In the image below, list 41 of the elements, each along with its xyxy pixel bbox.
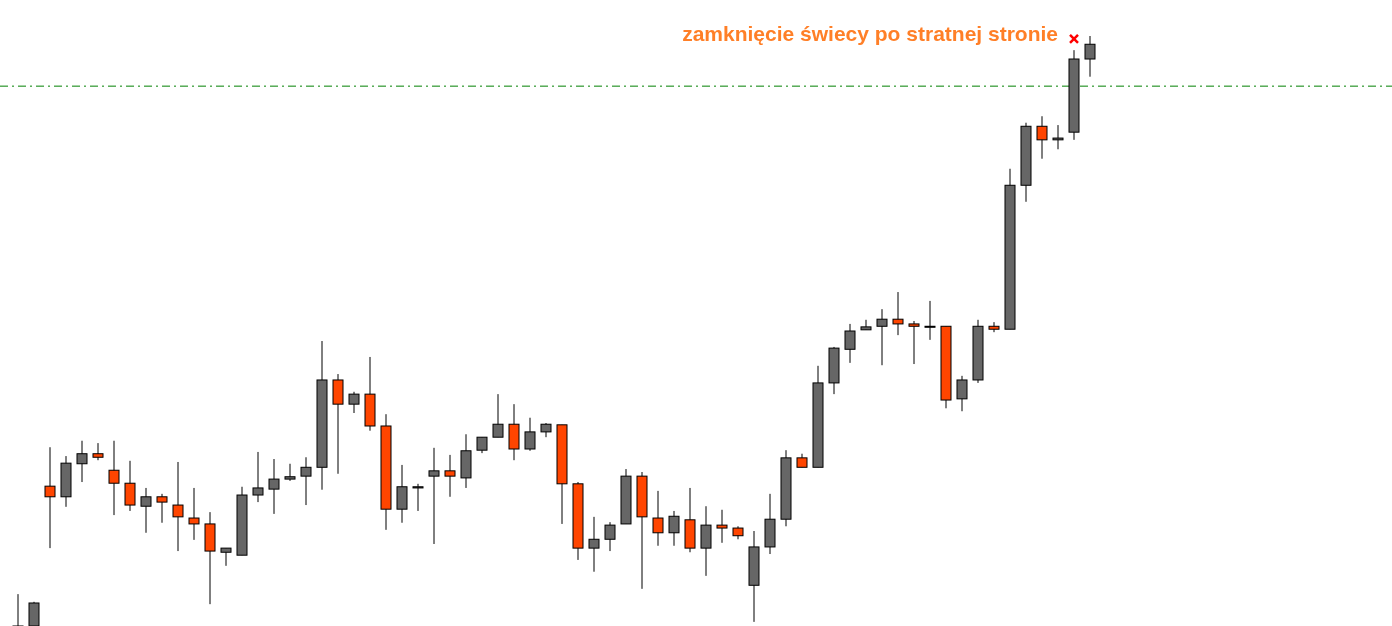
candlestick bbox=[588, 516, 600, 573]
candlestick bbox=[188, 487, 200, 541]
candlestick bbox=[668, 510, 680, 547]
candlestick bbox=[492, 393, 504, 438]
candlestick bbox=[124, 460, 136, 512]
candlestick bbox=[252, 451, 264, 503]
annotation: zamknięcie świecy po stratnej stronie bbox=[682, 22, 1058, 46]
candlestick bbox=[12, 593, 24, 626]
candlestick bbox=[700, 505, 712, 577]
candlestick bbox=[844, 323, 856, 364]
candlestick bbox=[220, 547, 232, 567]
candlestick bbox=[412, 483, 424, 512]
candlestick bbox=[892, 291, 904, 336]
candlestick bbox=[652, 490, 664, 547]
candlestick bbox=[716, 509, 728, 544]
candlestick bbox=[876, 308, 888, 366]
candlestick bbox=[396, 464, 408, 524]
candlestick bbox=[860, 319, 872, 331]
candlestick bbox=[108, 440, 120, 516]
candlestick bbox=[156, 493, 168, 524]
candlestick bbox=[348, 391, 360, 414]
candlestick bbox=[988, 321, 1000, 333]
candlestick bbox=[76, 440, 88, 483]
candlestick bbox=[140, 487, 152, 534]
candlestick bbox=[28, 601, 40, 626]
candlestick bbox=[444, 454, 456, 498]
candlestick bbox=[268, 458, 280, 515]
candlestick bbox=[1084, 35, 1096, 78]
candlestick bbox=[1036, 115, 1048, 160]
candlestick bbox=[604, 521, 616, 552]
candlestick bbox=[924, 300, 936, 341]
candlestick bbox=[284, 463, 296, 482]
candlestick bbox=[44, 446, 56, 549]
candlestick bbox=[524, 417, 536, 452]
candlestick bbox=[1052, 124, 1064, 150]
candlestick bbox=[172, 461, 184, 552]
candlestick bbox=[92, 442, 104, 461]
candlestick bbox=[300, 456, 312, 506]
candlestick bbox=[908, 320, 920, 365]
candlestick bbox=[956, 375, 968, 412]
candlestick bbox=[428, 447, 440, 545]
